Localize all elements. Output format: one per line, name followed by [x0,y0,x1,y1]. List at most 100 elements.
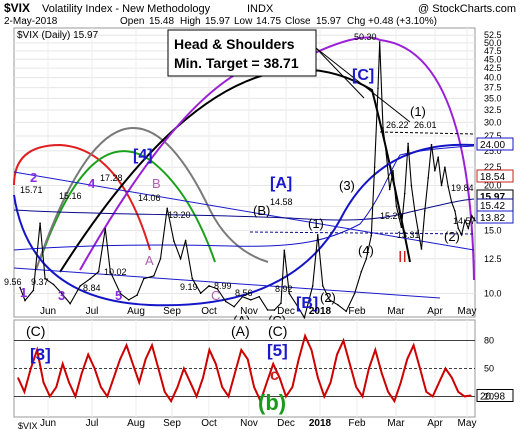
price-point [159,257,162,260]
price-point [199,292,202,294]
annotation-line-1: Head & Shoulders [174,36,295,52]
annotation-box: Head & Shoulders Min. Target = 38.71 [167,29,411,123]
price-point [136,294,138,296]
price-point [353,292,356,295]
exchange-label: INDX [247,3,274,15]
wave-label: C [211,288,220,303]
oscillator-point [87,353,89,356]
price-point [395,205,398,208]
wave-label: [A] [270,175,292,192]
price-point [403,192,406,195]
oscillator-point [132,363,134,365]
oscillator-point [240,349,242,351]
index-name: Volatility Index - New Methodology [42,3,211,15]
osc-y-tick-label: 80 [484,336,494,346]
blue-cycle-arc [13,143,475,307]
ma50-line [13,145,475,251]
y-tick-label: 20.0 [484,181,502,191]
price-label: 15.16 [59,191,82,201]
oscillator-point [272,363,274,365]
oscillator-point [42,381,45,384]
oscillator-point [74,395,77,397]
osc-wave-label: [5] [267,341,288,360]
price-point [224,300,227,303]
y-tick-label: 32.5 [484,105,502,115]
price-point [467,227,470,230]
price-label: 26.22 [386,120,409,130]
y-tick-label: 37.5 [484,83,502,93]
price-label: 14.06 [138,193,161,203]
osc-x-tick-label: Sep [163,418,181,429]
x-tick-label: Aug [127,306,145,317]
price-point [365,257,368,260]
price-point [191,277,194,280]
osc-x-tick-label: 2018 [309,418,332,429]
oscillator-point [457,391,459,393]
price-line [19,41,476,320]
y-tick-label: 27.5 [484,131,502,141]
price-point [321,285,324,287]
x-tick-label: Mar [387,306,405,317]
price-point [216,288,219,290]
wave-label: (B) [253,203,270,218]
price-point [166,207,169,210]
price-label: 14.57 [453,216,476,226]
price-point [474,219,476,222]
x-tick-label: Nov [240,306,258,317]
oscillator-point [317,377,319,379]
support-dashed [249,231,475,235]
price-label: 15.71 [20,185,43,195]
wave-label: [B] [296,295,318,312]
oscillator-point [387,391,389,393]
oscillator-point [323,395,325,397]
osc-x-tick-label: May [458,418,477,429]
wave-label: (2) [320,290,336,305]
price-label: 10.02 [104,267,127,277]
y-tick-label: 10.0 [484,289,502,299]
price-label: 9.37 [31,277,49,287]
price-point [434,169,436,172]
oscillator-point [145,358,147,360]
oscillator-point [36,349,38,351]
oscillator-point [138,381,140,384]
price-point [420,248,423,250]
price-point [303,316,306,319]
osc-wave-label: (C) [26,323,45,339]
neckline-dashed [379,131,475,135]
oscillator-point [23,391,25,393]
y-tick-label: 52.5 [484,30,502,40]
x-tick-label: Jun [40,306,56,317]
red-cycle-arc [13,143,151,251]
price-point [266,309,269,311]
price-point [464,219,466,222]
oscillator-point [285,395,287,397]
price-highlight-value: 15.97 [480,192,505,203]
x-tick-label: Oct [201,306,217,317]
price-point [378,41,381,43]
oscillator-point [49,395,51,397]
open-value: 15.48 [149,16,174,27]
price-point [457,227,460,230]
price-point [24,299,26,302]
close-value: 15.97 [316,16,341,27]
price-point [360,270,363,273]
price-highlight-box [476,137,514,151]
oscillator-point [106,395,108,397]
oscillator-point [189,381,191,384]
month-axis: Jun Jul Aug Sep Oct Nov Dec 2018 Feb Mar Apr May [40,306,477,317]
oscillator-axis: 80 50 20 [484,336,494,402]
price-point [179,257,182,260]
oscillator-point [202,377,204,379]
y-tick-label: 15.0 [484,225,502,235]
price-point [52,283,55,286]
oscillator-point [68,381,70,384]
wave-label: (3) [339,178,355,193]
osc-x-tick-label: Aug [127,418,145,429]
price-point [460,234,463,236]
oscillator-wave-labels: (C) [3] (A) (C) [5] c (b) [26,323,288,415]
oscillator-point [470,394,472,397]
wave-label: 5 [115,288,122,303]
oscillator-point [221,386,223,388]
